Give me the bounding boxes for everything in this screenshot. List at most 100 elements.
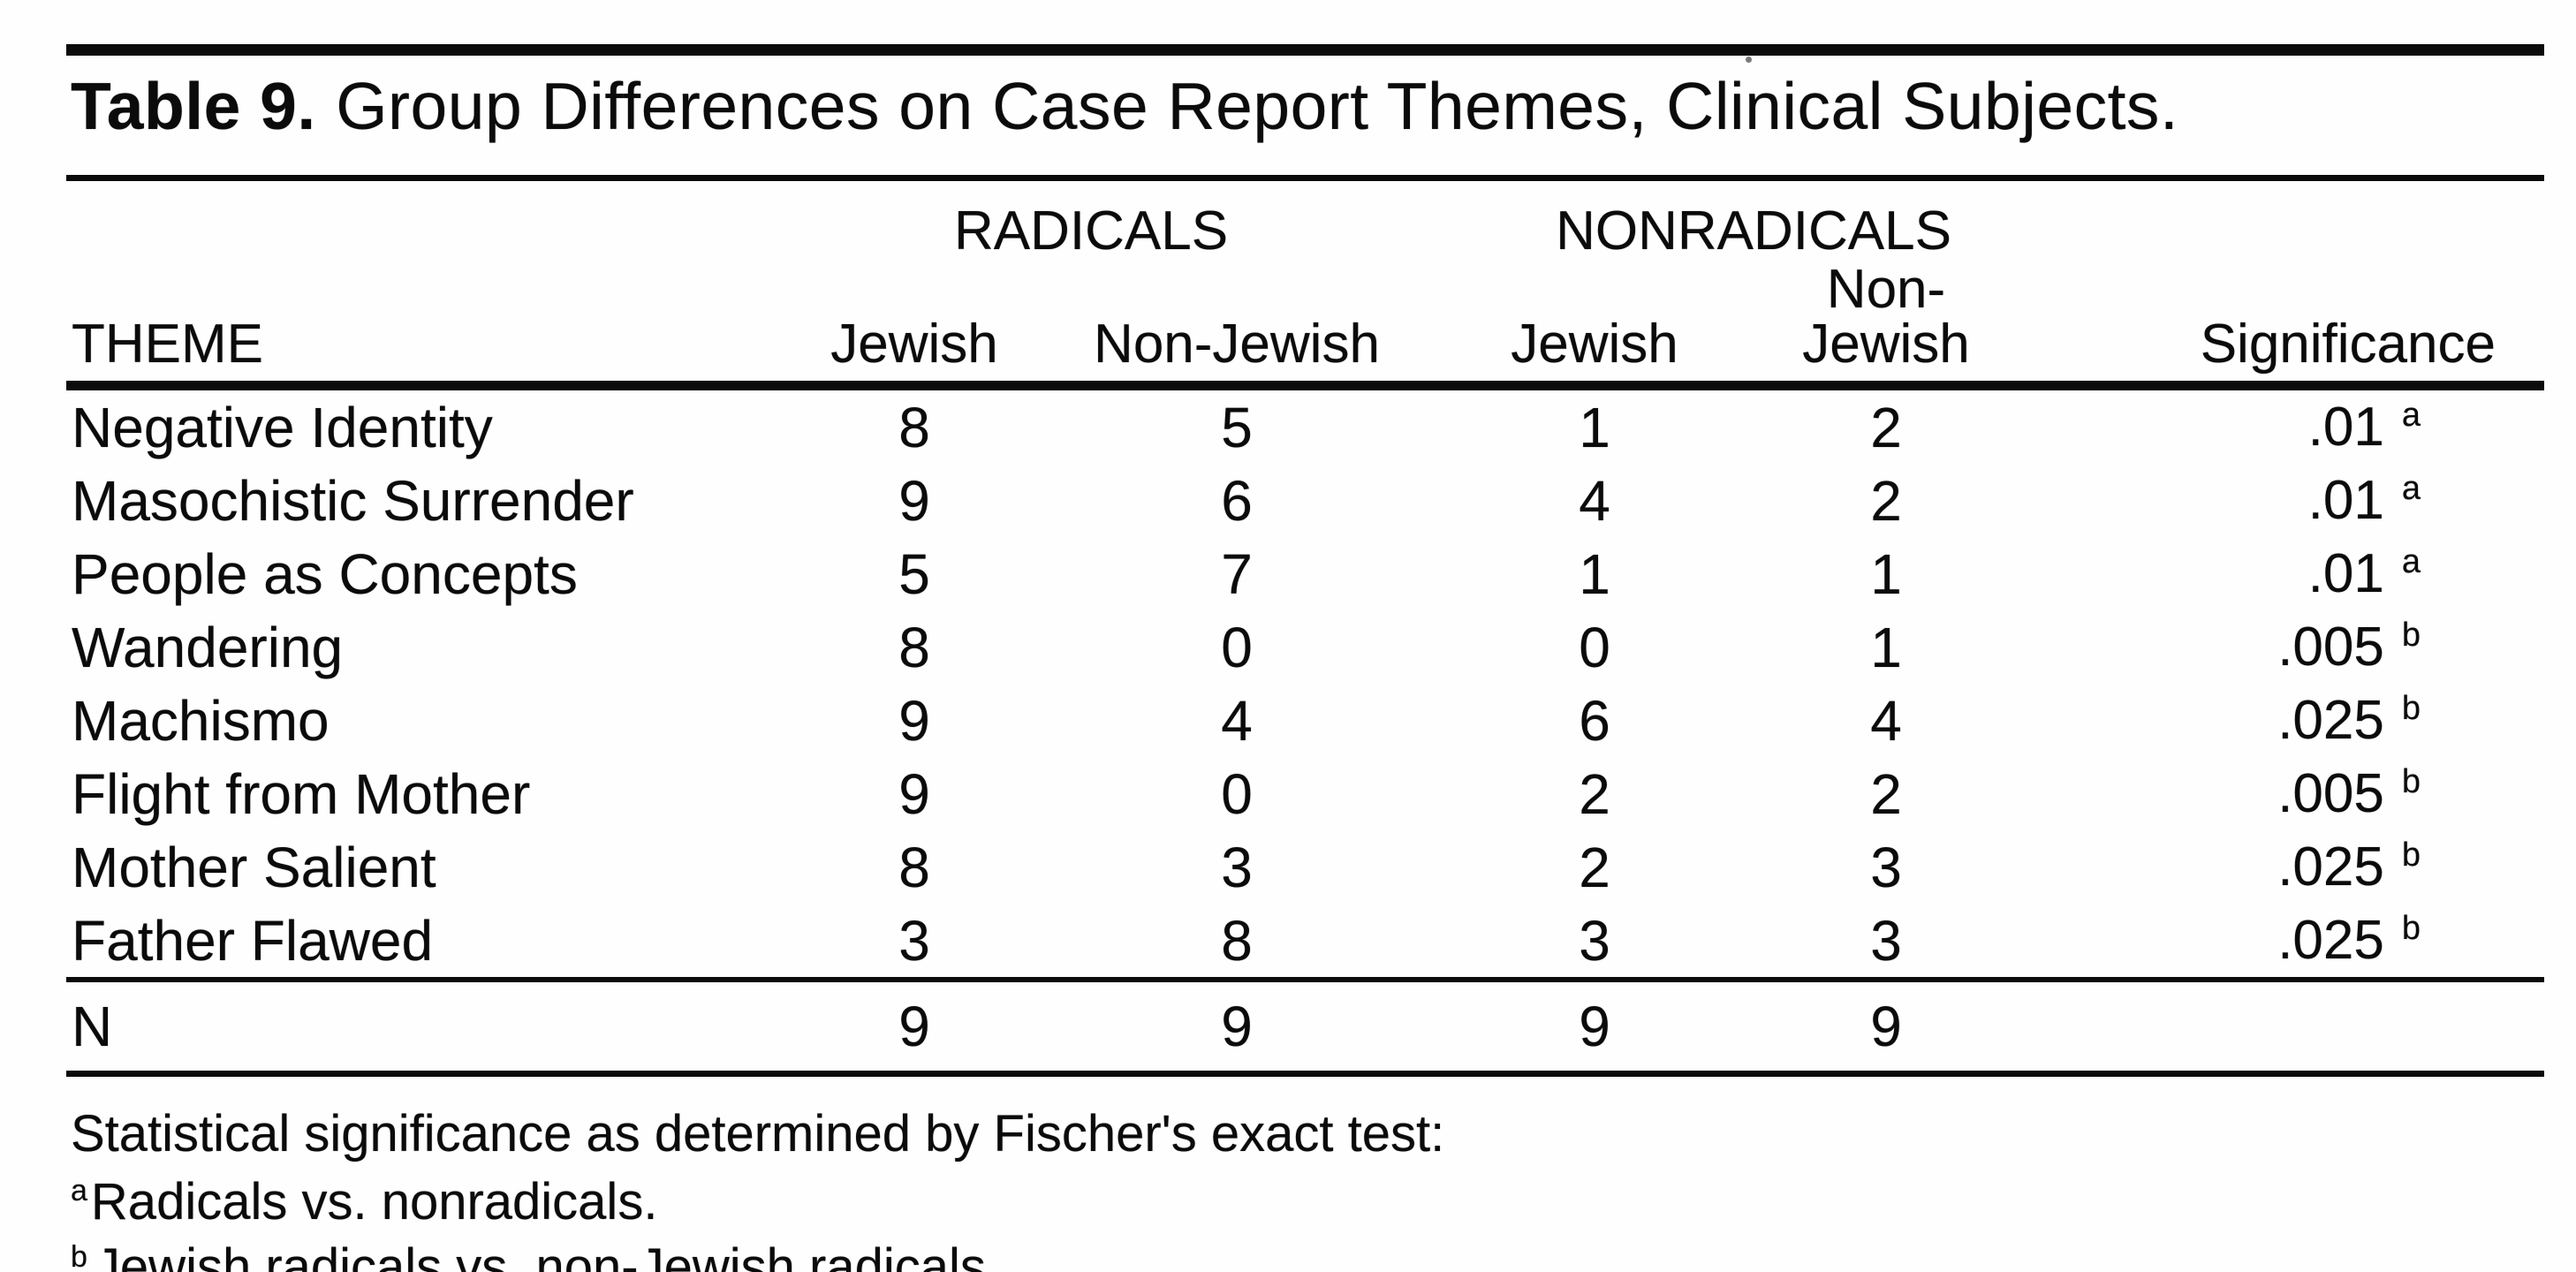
cell-nonradicals-non-jewish: 1 <box>1870 615 1902 679</box>
cell-radicals-jewish: 5 <box>898 541 930 606</box>
sample-size-label: N <box>66 977 769 1077</box>
cell-nonradicals-non-jewish: 4 <box>1870 688 1902 753</box>
cell-nonradicals-non-jewish: 1 <box>1870 541 1902 606</box>
theme-label: Mother Salient <box>72 835 436 899</box>
cell-significance: .025 b <box>1996 830 2544 904</box>
cell-nonradicals-non-jewish-n: 9 <box>1776 977 1996 1077</box>
significance-value: .025 <box>2277 689 2384 751</box>
footnote-a: aRadicals vs. nonradicals. <box>71 1173 2544 1232</box>
table-title-text: Group Differences on Case Report Themes,… <box>336 69 2179 143</box>
significance-value: .01 <box>2307 396 2384 458</box>
cell-significance: .025 b <box>1996 684 2544 757</box>
significance-footnote-marker: b <box>2401 616 2421 654</box>
significance-footnote-marker: b <box>2401 689 2421 727</box>
cell-nonradicals-jewish: 1 <box>1579 541 1610 606</box>
cell-radicals-jewish-n: 9 <box>769 977 1060 1077</box>
significance-footnote-marker: b <box>2401 909 2421 947</box>
title-divider-rule <box>66 175 2544 181</box>
cell-radicals-jewish: 8 <box>898 835 930 899</box>
column-header-row: THEME Jewish Non-Jewish Jewish Non-Jewis… <box>66 262 2544 390</box>
significance-value: .005 <box>2277 762 2384 824</box>
cell-nonradicals-jewish-n: 9 <box>1413 977 1776 1077</box>
cell-radicals-non-jewish: 3 <box>1221 835 1253 899</box>
table-title: Table 9. Group Differences on Case Report… <box>71 73 2544 140</box>
cell-nonradicals-jewish: 6 <box>1579 688 1610 753</box>
group-header-radicals: RADICALS <box>953 201 1229 261</box>
table-row: People as Concepts 5 7 1 1 .01 a <box>66 537 2544 610</box>
group-header-nonradicals: NONRADICALS <box>1556 201 1951 261</box>
table-row: Masochistic Surrender 9 6 4 2 .01 a <box>66 464 2544 537</box>
table-number-label: Table 9. <box>71 69 316 143</box>
significance-value: .01 <box>2307 469 2384 531</box>
cell-radicals-non-jewish: 5 <box>1221 395 1253 459</box>
cell-radicals-non-jewish: 7 <box>1221 541 1253 606</box>
footnotes-block: Statistical significance as determined b… <box>66 1105 2544 1272</box>
significance-footnote-marker: b <box>2401 762 2421 800</box>
group-header-row: RADICALS NONRADICALS <box>66 181 2544 262</box>
cell-radicals-jewish: 8 <box>898 615 930 679</box>
significance-footnote-marker: a <box>2401 469 2421 507</box>
cell-radicals-jewish: 8 <box>898 395 930 459</box>
cell-radicals-jewish: 9 <box>898 468 930 533</box>
significance-value: .005 <box>2277 616 2384 678</box>
cell-nonradicals-jewish: 0 <box>1579 615 1610 679</box>
cell-radicals-non-jewish: 0 <box>1221 615 1253 679</box>
sample-size-row: N 9 9 9 9 <box>66 977 2544 1077</box>
table-row: Negative Identity 8 5 1 2 .01 a <box>66 386 2544 465</box>
significance-value: .025 <box>2277 909 2384 971</box>
cell-significance: .025 b <box>1996 904 2544 980</box>
column-header-nonradicals-jewish: Jewish <box>1413 262 1776 390</box>
cell-radicals-non-jewish: 6 <box>1221 468 1253 533</box>
cell-radicals-jewish: 3 <box>898 908 930 973</box>
cell-radicals-jewish: 9 <box>898 761 930 826</box>
footnote-b-marker: b <box>71 1240 87 1272</box>
table-row: Mother Salient 8 3 2 3 .025 b <box>66 830 2544 904</box>
cell-nonradicals-jewish: 3 <box>1579 908 1610 973</box>
table-row: Father Flawed 3 8 3 3 .025 b <box>66 904 2544 980</box>
table-row: Flight from Mother 9 0 2 2 .005 b <box>66 757 2544 830</box>
table-sheet: Table 9. Group Differences on Case Report… <box>66 0 2544 1272</box>
top-rule <box>66 44 2544 56</box>
footnote-a-text: Radicals vs. nonradicals. <box>90 1172 658 1230</box>
cell-significance: .005 b <box>1996 610 2544 684</box>
cell-significance: .01 a <box>1996 386 2544 465</box>
cell-significance: .01 a <box>1996 537 2544 610</box>
significance-value: .01 <box>2307 542 2384 604</box>
cell-nonradicals-non-jewish: 2 <box>1870 761 1902 826</box>
cell-nonradicals-jewish: 2 <box>1579 835 1610 899</box>
cell-nonradicals-non-jewish: 3 <box>1870 835 1902 899</box>
table-row: Wandering 8 0 0 1 .005 b <box>66 610 2544 684</box>
theme-label: Negative Identity <box>72 395 493 459</box>
cell-significance-empty <box>1996 977 2544 1077</box>
cell-radicals-non-jewish: 0 <box>1221 761 1253 826</box>
column-header-radicals-non-jewish: Non-Jewish <box>1060 262 1413 390</box>
cell-radicals-jewish: 9 <box>898 688 930 753</box>
cell-radicals-non-jewish-n: 9 <box>1060 977 1413 1077</box>
footnote-a-marker: a <box>71 1174 87 1208</box>
cell-nonradicals-non-jewish: 3 <box>1870 908 1902 973</box>
theme-label: Wandering <box>72 615 344 679</box>
footnote-b: b Jewish radicals vs. non-Jewish radicals… <box>71 1238 2544 1272</box>
cell-radicals-non-jewish: 4 <box>1221 688 1253 753</box>
theme-label: Masochistic Surrender <box>72 468 634 533</box>
cell-significance: .01 a <box>1996 464 2544 537</box>
group-header-spacer <box>1996 181 2544 262</box>
significance-value: .025 <box>2277 836 2384 897</box>
column-header-radicals-jewish: Jewish <box>769 262 1060 390</box>
cell-nonradicals-non-jewish: 2 <box>1870 395 1902 459</box>
theme-label: Father Flawed <box>72 908 434 973</box>
theme-label: Machismo <box>72 688 330 753</box>
cell-nonradicals-jewish: 4 <box>1579 468 1610 533</box>
cell-nonradicals-non-jewish: 2 <box>1870 468 1902 533</box>
cell-nonradicals-jewish: 2 <box>1579 761 1610 826</box>
significance-footnote-marker: b <box>2401 836 2421 874</box>
scan-speck <box>1746 57 1752 63</box>
column-header-significance: Significance <box>1996 262 2544 390</box>
footnote-b-text: Jewish radicals vs. non-Jewish radicals. <box>94 1238 1000 1272</box>
cell-radicals-non-jewish: 8 <box>1221 908 1253 973</box>
table-row: Machismo 9 4 6 4 .025 b <box>66 684 2544 757</box>
footnote-intro: Statistical significance as determined b… <box>71 1105 1445 1162</box>
group-header-spacer <box>66 181 769 262</box>
cell-significance: .005 b <box>1996 757 2544 830</box>
